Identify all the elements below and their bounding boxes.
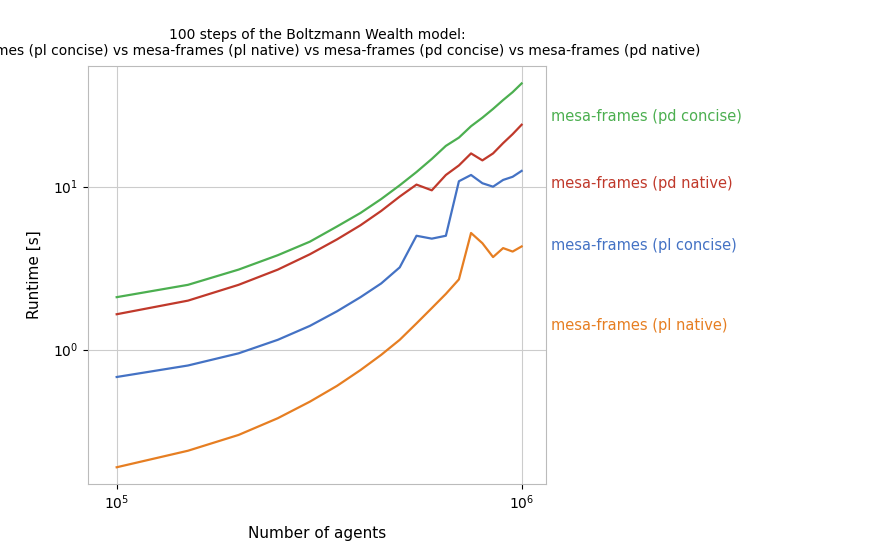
- Title: 100 steps of the Boltzmann Wealth model:
mesa-frames (pl concise) vs mesa-frames: 100 steps of the Boltzmann Wealth model:…: [0, 28, 701, 58]
- Text: mesa-frames (pd concise): mesa-frames (pd concise): [551, 109, 742, 124]
- Text: mesa-frames (pl concise): mesa-frames (pl concise): [551, 238, 737, 253]
- X-axis label: Number of agents: Number of agents: [248, 526, 386, 541]
- Text: mesa-frames (pd native): mesa-frames (pd native): [551, 175, 732, 190]
- Text: mesa-frames (pl native): mesa-frames (pl native): [551, 318, 728, 333]
- Y-axis label: Runtime [s]: Runtime [s]: [27, 230, 42, 320]
